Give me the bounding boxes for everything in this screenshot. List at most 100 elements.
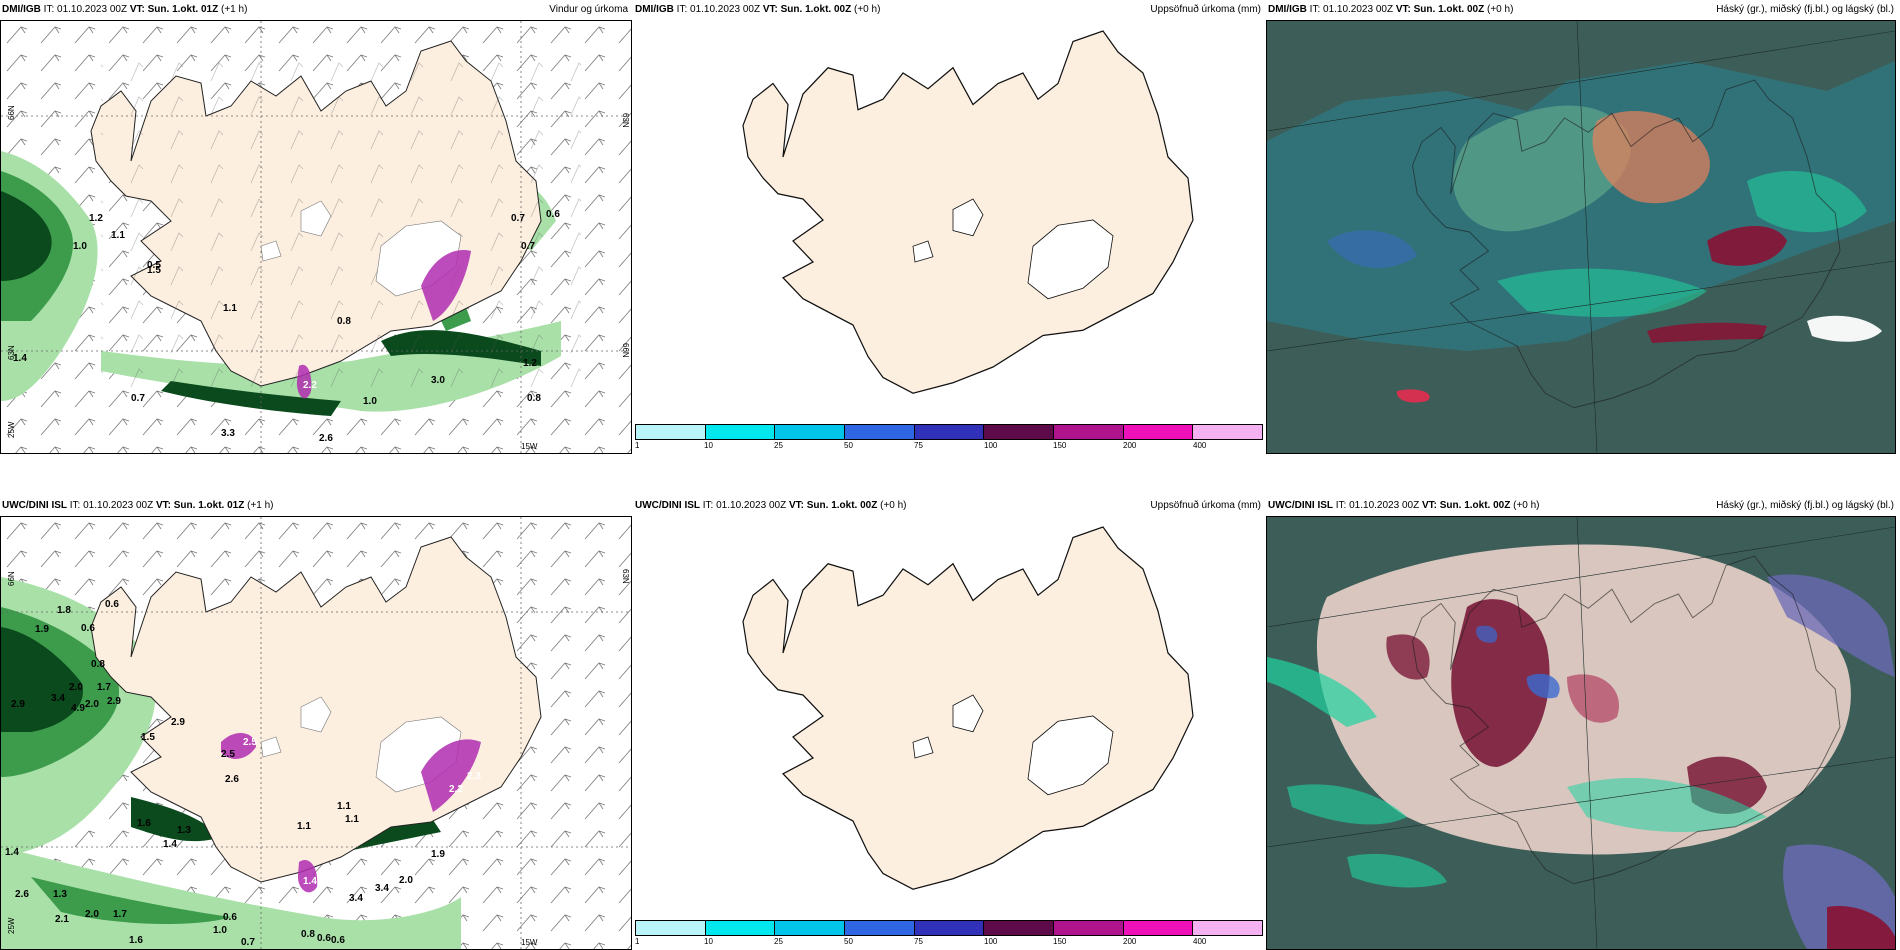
valid-time: Sun. 1.okt. 00Z bbox=[780, 4, 852, 15]
colorbar-segment bbox=[1193, 425, 1263, 439]
axis-label: 15W bbox=[521, 442, 538, 451]
axis-label: 15W bbox=[521, 938, 538, 947]
colorbar-tick: 50 bbox=[844, 441, 853, 450]
precip-value: 0.7 bbox=[241, 937, 255, 948]
lead-time: (+0 h) bbox=[1513, 500, 1540, 511]
panel-accum-precip-dmi: DMI/IGB IT: 01.10.2023 00Z VT: Sun. 1.ok… bbox=[633, 0, 1265, 454]
colorbar-tick: 400 bbox=[1193, 937, 1207, 946]
precip-value: 1.4 bbox=[13, 353, 27, 364]
colorbar-segment bbox=[984, 921, 1055, 935]
precip-value: 2.2 bbox=[303, 380, 317, 391]
precip-value: 0.7 bbox=[521, 241, 535, 252]
source-label: UWC/DINI ISL bbox=[1268, 500, 1333, 511]
precip-value: 3.4 bbox=[375, 883, 389, 894]
colorbar-tick: 100 bbox=[984, 937, 998, 946]
panel-title: Uppsöfnuð úrkoma (mm) bbox=[1150, 4, 1261, 15]
colorbar-segment bbox=[775, 921, 846, 935]
panel-header: DMI/IGB IT: 01.10.2023 00Z VT: Sun. 1.ok… bbox=[0, 0, 632, 20]
colorbar-segment bbox=[914, 921, 985, 935]
precip-value: 1.0 bbox=[213, 925, 227, 936]
source-label: DMI/IGB bbox=[1268, 4, 1307, 15]
precip-value: 1.4 bbox=[163, 839, 177, 850]
colorbar-segment bbox=[845, 921, 915, 935]
precip-value: 1.1 bbox=[297, 821, 311, 832]
precip-value: 3.3 bbox=[221, 428, 235, 439]
colorbar-segment bbox=[845, 425, 915, 439]
precip-value: 1.1 bbox=[111, 230, 125, 241]
map-area[interactable] bbox=[633, 20, 1263, 430]
init-time: IT: 01.10.2023 00Z bbox=[1309, 4, 1394, 15]
precip-value: 4.9 bbox=[71, 703, 85, 714]
axis-label: 63N bbox=[621, 113, 630, 128]
precip-value: 0.6 bbox=[223, 912, 237, 923]
precip-value: 2.6 bbox=[319, 433, 333, 444]
precip-value: 1.7 bbox=[113, 909, 127, 920]
precip-value: 1.6 bbox=[137, 818, 151, 829]
colorbar-segment bbox=[984, 425, 1055, 439]
colorbar-segment bbox=[775, 425, 846, 439]
valid-time: Sun. 1.okt. 00Z bbox=[806, 500, 878, 511]
map-area[interactable]: 66N 63N 25W 15W 1.8 0.6 1.9 2.9 0.6 0.8 … bbox=[0, 516, 632, 950]
init-time: IT: 01.10.2023 00Z bbox=[1335, 500, 1420, 511]
precip-value: 1.5 bbox=[147, 265, 161, 276]
axis-label: 25W bbox=[7, 421, 16, 438]
precip-value: 2.0 bbox=[85, 909, 99, 920]
colorbar-tick: 75 bbox=[914, 441, 923, 450]
panel-header: UWC/DINI ISL IT: 01.10.2023 00Z VT: Sun.… bbox=[633, 496, 1265, 516]
vt-label: VT: bbox=[788, 500, 804, 511]
map-area[interactable]: 66N 63N 63N 66N 15W 25W 1.2 1.1 1.0 0.5 … bbox=[0, 20, 632, 454]
lead-time: (+0 h) bbox=[854, 4, 881, 15]
panel-wind-precip-dmi: DMI/IGB IT: 01.10.2023 00Z VT: Sun. 1.ok… bbox=[0, 0, 632, 454]
colorbar-tick: 400 bbox=[1193, 441, 1207, 450]
colorbar-segment bbox=[1193, 921, 1263, 935]
precip-value: 1.6 bbox=[129, 935, 143, 946]
map-area[interactable] bbox=[633, 516, 1263, 926]
map-area[interactable] bbox=[1266, 20, 1896, 454]
accum-precip-map bbox=[742, 526, 1194, 890]
precip-value: 1.9 bbox=[431, 849, 445, 860]
precip-value: 0.7 bbox=[511, 213, 525, 224]
precip-value: 3.0 bbox=[431, 375, 445, 386]
vt-label: VT: bbox=[1395, 4, 1411, 15]
precip-value: 0.8 bbox=[337, 316, 351, 327]
precip-value: 1.3 bbox=[177, 825, 191, 836]
precip-value: 1.0 bbox=[73, 241, 87, 252]
vt-label: VT: bbox=[129, 4, 145, 15]
panel-title: Vindur og úrkoma bbox=[549, 4, 628, 15]
axis-label: 66N bbox=[7, 571, 16, 586]
precip-value: 0.8 bbox=[301, 929, 315, 940]
precip-value: 1.4 bbox=[303, 876, 317, 887]
colorbar-ticks: 1 10 25 50 75 100 150 200 400 bbox=[635, 441, 1263, 452]
precip-value: 0.5 bbox=[147, 260, 161, 271]
precip-value: 1.0 bbox=[363, 396, 377, 407]
map-area[interactable] bbox=[1266, 516, 1896, 950]
precip-value: 2.5 bbox=[221, 749, 235, 760]
colorbar-tick: 100 bbox=[984, 441, 998, 450]
source-label: DMI/IGB bbox=[2, 4, 41, 15]
init-time: IT: 01.10.2023 00Z bbox=[69, 500, 154, 511]
colorbar-segment bbox=[1123, 425, 1194, 439]
precip-value: 0.6 bbox=[546, 209, 560, 220]
colorbar-tick: 1 bbox=[635, 937, 640, 946]
valid-time: Sun. 1.okt. 01Z bbox=[173, 500, 245, 511]
precip-value: 0.6 bbox=[81, 623, 95, 634]
colorbar bbox=[635, 920, 1263, 936]
valid-time: Sun. 1.okt. 00Z bbox=[1439, 500, 1511, 511]
precip-value: 0.6 bbox=[331, 935, 345, 946]
accum-precip-map bbox=[742, 30, 1194, 394]
init-time: IT: 01.10.2023 00Z bbox=[43, 4, 128, 15]
cloud-map bbox=[1267, 21, 1895, 453]
panel-clouds-uwc: UWC/DINI ISL IT: 01.10.2023 00Z VT: Sun.… bbox=[1266, 496, 1898, 950]
colorbar-ticks: 1 10 25 50 75 100 150 200 400 bbox=[635, 937, 1263, 948]
vt-label: VT: bbox=[155, 500, 171, 511]
precip-value: 1.5 bbox=[141, 732, 155, 743]
panel-header: UWC/DINI ISL IT: 01.10.2023 00Z VT: Sun.… bbox=[0, 496, 632, 516]
colorbar-tick: 75 bbox=[914, 937, 923, 946]
panel-title: Uppsöfnuð úrkoma (mm) bbox=[1150, 500, 1261, 511]
axis-label: 63N bbox=[7, 345, 16, 360]
wind-precip-map: 66N 63N 25W 15W 1.8 0.6 1.9 2.9 0.6 0.8 … bbox=[1, 517, 631, 949]
colorbar bbox=[635, 424, 1263, 440]
precip-value: 0.7 bbox=[131, 393, 145, 404]
colorbar-tick: 10 bbox=[704, 441, 713, 450]
precip-value: 2.0 bbox=[69, 682, 83, 693]
